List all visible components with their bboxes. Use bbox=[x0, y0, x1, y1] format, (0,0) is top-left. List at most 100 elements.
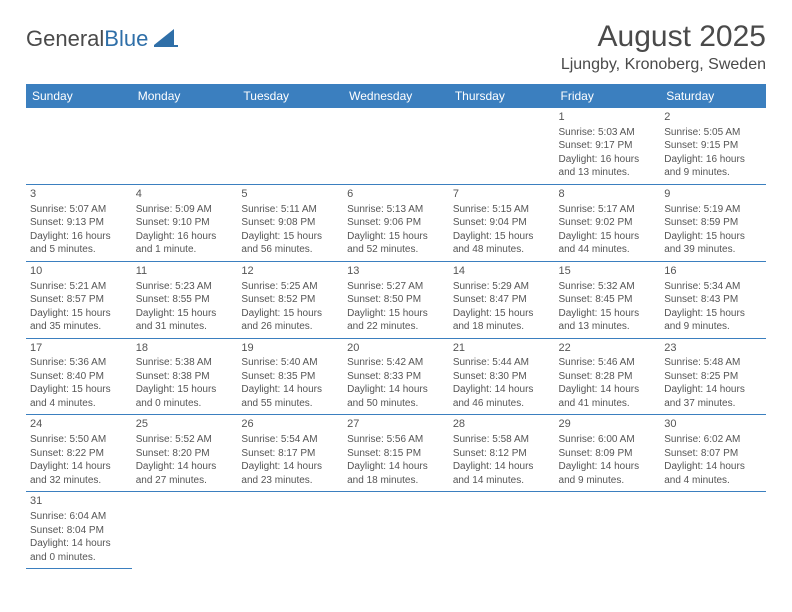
day-number: 26 bbox=[241, 417, 339, 432]
calendar-cell: 23Sunrise: 5:48 AMSunset: 8:25 PMDayligh… bbox=[660, 338, 766, 415]
day-number: 25 bbox=[136, 417, 234, 432]
day-number: 11 bbox=[136, 264, 234, 279]
day-number: 22 bbox=[559, 341, 657, 356]
sunrise-text: Sunrise: 6:02 AM bbox=[664, 433, 762, 447]
calendar-cell: 2Sunrise: 5:05 AMSunset: 9:15 PMDaylight… bbox=[660, 108, 766, 184]
day-number: 21 bbox=[453, 341, 551, 356]
daylight-text: Daylight: 16 hours and 9 minutes. bbox=[664, 153, 762, 180]
daylight-text: Daylight: 14 hours and 55 minutes. bbox=[241, 383, 339, 410]
day-number: 23 bbox=[664, 341, 762, 356]
daylight-text: Daylight: 14 hours and 14 minutes. bbox=[453, 460, 551, 487]
day-number: 30 bbox=[664, 417, 762, 432]
calendar-cell bbox=[449, 492, 555, 569]
sunset-text: Sunset: 9:02 PM bbox=[559, 216, 657, 230]
calendar-cell: 24Sunrise: 5:50 AMSunset: 8:22 PMDayligh… bbox=[26, 415, 132, 492]
calendar-cell: 29Sunrise: 6:00 AMSunset: 8:09 PMDayligh… bbox=[555, 415, 661, 492]
day-number: 10 bbox=[30, 264, 128, 279]
daylight-text: Daylight: 15 hours and 52 minutes. bbox=[347, 230, 445, 257]
sunrise-text: Sunrise: 5:32 AM bbox=[559, 280, 657, 294]
sunset-text: Sunset: 8:45 PM bbox=[559, 293, 657, 307]
sunrise-text: Sunrise: 5:17 AM bbox=[559, 203, 657, 217]
sunrise-text: Sunrise: 5:13 AM bbox=[347, 203, 445, 217]
sunrise-text: Sunrise: 5:56 AM bbox=[347, 433, 445, 447]
day-number: 12 bbox=[241, 264, 339, 279]
daylight-text: Daylight: 14 hours and 46 minutes. bbox=[453, 383, 551, 410]
daylight-text: Daylight: 15 hours and 39 minutes. bbox=[664, 230, 762, 257]
calendar-cell bbox=[343, 492, 449, 569]
calendar-cell bbox=[555, 492, 661, 569]
day-number: 13 bbox=[347, 264, 445, 279]
calendar-cell bbox=[660, 492, 766, 569]
sunset-text: Sunset: 9:13 PM bbox=[30, 216, 128, 230]
sunset-text: Sunset: 8:38 PM bbox=[136, 370, 234, 384]
daylight-text: Daylight: 15 hours and 4 minutes. bbox=[30, 383, 128, 410]
daylight-text: Daylight: 14 hours and 32 minutes. bbox=[30, 460, 128, 487]
calendar-cell: 27Sunrise: 5:56 AMSunset: 8:15 PMDayligh… bbox=[343, 415, 449, 492]
calendar-cell: 10Sunrise: 5:21 AMSunset: 8:57 PMDayligh… bbox=[26, 261, 132, 338]
daylight-text: Daylight: 14 hours and 4 minutes. bbox=[664, 460, 762, 487]
calendar-cell: 13Sunrise: 5:27 AMSunset: 8:50 PMDayligh… bbox=[343, 261, 449, 338]
daylight-text: Daylight: 15 hours and 35 minutes. bbox=[30, 307, 128, 334]
daylight-text: Daylight: 14 hours and 18 minutes. bbox=[347, 460, 445, 487]
calendar-cell: 7Sunrise: 5:15 AMSunset: 9:04 PMDaylight… bbox=[449, 184, 555, 261]
sunset-text: Sunset: 8:35 PM bbox=[241, 370, 339, 384]
sunrise-text: Sunrise: 6:00 AM bbox=[559, 433, 657, 447]
calendar-cell: 4Sunrise: 5:09 AMSunset: 9:10 PMDaylight… bbox=[132, 184, 238, 261]
calendar-cell: 26Sunrise: 5:54 AMSunset: 8:17 PMDayligh… bbox=[237, 415, 343, 492]
day-number: 6 bbox=[347, 187, 445, 202]
calendar-cell: 20Sunrise: 5:42 AMSunset: 8:33 PMDayligh… bbox=[343, 338, 449, 415]
daylight-text: Daylight: 14 hours and 23 minutes. bbox=[241, 460, 339, 487]
calendar-cell bbox=[237, 108, 343, 184]
dayname-saturday: Saturday bbox=[660, 84, 766, 108]
month-title: August 2025 bbox=[561, 20, 766, 54]
calendar-cell: 1Sunrise: 5:03 AMSunset: 9:17 PMDaylight… bbox=[555, 108, 661, 184]
dayname-sunday: Sunday bbox=[26, 84, 132, 108]
sunset-text: Sunset: 8:30 PM bbox=[453, 370, 551, 384]
calendar-cell: 6Sunrise: 5:13 AMSunset: 9:06 PMDaylight… bbox=[343, 184, 449, 261]
sunrise-text: Sunrise: 5:03 AM bbox=[559, 126, 657, 140]
calendar-cell bbox=[449, 108, 555, 184]
logo: General Blue bbox=[26, 26, 178, 52]
day-number: 7 bbox=[453, 187, 551, 202]
sunrise-text: Sunrise: 5:54 AM bbox=[241, 433, 339, 447]
dayname-wednesday: Wednesday bbox=[343, 84, 449, 108]
day-number: 1 bbox=[559, 110, 657, 125]
daylight-text: Daylight: 15 hours and 13 minutes. bbox=[559, 307, 657, 334]
day-number: 14 bbox=[453, 264, 551, 279]
calendar-cell: 22Sunrise: 5:46 AMSunset: 8:28 PMDayligh… bbox=[555, 338, 661, 415]
sunrise-text: Sunrise: 5:23 AM bbox=[136, 280, 234, 294]
daylight-text: Daylight: 15 hours and 56 minutes. bbox=[241, 230, 339, 257]
sunset-text: Sunset: 8:55 PM bbox=[136, 293, 234, 307]
sunset-text: Sunset: 8:50 PM bbox=[347, 293, 445, 307]
sunset-text: Sunset: 9:04 PM bbox=[453, 216, 551, 230]
day-number: 28 bbox=[453, 417, 551, 432]
sunset-text: Sunset: 8:12 PM bbox=[453, 447, 551, 461]
day-number: 4 bbox=[136, 187, 234, 202]
calendar-cell: 11Sunrise: 5:23 AMSunset: 8:55 PMDayligh… bbox=[132, 261, 238, 338]
logo-text-dark: General bbox=[26, 26, 104, 52]
sunrise-text: Sunrise: 5:29 AM bbox=[453, 280, 551, 294]
flag-icon bbox=[154, 29, 178, 47]
sunrise-text: Sunrise: 5:36 AM bbox=[30, 356, 128, 370]
day-number: 8 bbox=[559, 187, 657, 202]
day-number: 17 bbox=[30, 341, 128, 356]
daylight-text: Daylight: 15 hours and 31 minutes. bbox=[136, 307, 234, 334]
dayname-friday: Friday bbox=[555, 84, 661, 108]
sunset-text: Sunset: 9:10 PM bbox=[136, 216, 234, 230]
sunset-text: Sunset: 8:28 PM bbox=[559, 370, 657, 384]
sunset-text: Sunset: 8:15 PM bbox=[347, 447, 445, 461]
daylight-text: Daylight: 16 hours and 1 minute. bbox=[136, 230, 234, 257]
logo-text-blue: Blue bbox=[104, 26, 148, 52]
sunrise-text: Sunrise: 5:07 AM bbox=[30, 203, 128, 217]
day-number: 24 bbox=[30, 417, 128, 432]
sunset-text: Sunset: 8:47 PM bbox=[453, 293, 551, 307]
sunrise-text: Sunrise: 6:04 AM bbox=[30, 510, 128, 524]
calendar-cell: 12Sunrise: 5:25 AMSunset: 8:52 PMDayligh… bbox=[237, 261, 343, 338]
daylight-text: Daylight: 14 hours and 9 minutes. bbox=[559, 460, 657, 487]
sunrise-text: Sunrise: 5:34 AM bbox=[664, 280, 762, 294]
day-number: 3 bbox=[30, 187, 128, 202]
daylight-text: Daylight: 14 hours and 50 minutes. bbox=[347, 383, 445, 410]
sunset-text: Sunset: 8:57 PM bbox=[30, 293, 128, 307]
day-number: 18 bbox=[136, 341, 234, 356]
daylight-text: Daylight: 14 hours and 41 minutes. bbox=[559, 383, 657, 410]
